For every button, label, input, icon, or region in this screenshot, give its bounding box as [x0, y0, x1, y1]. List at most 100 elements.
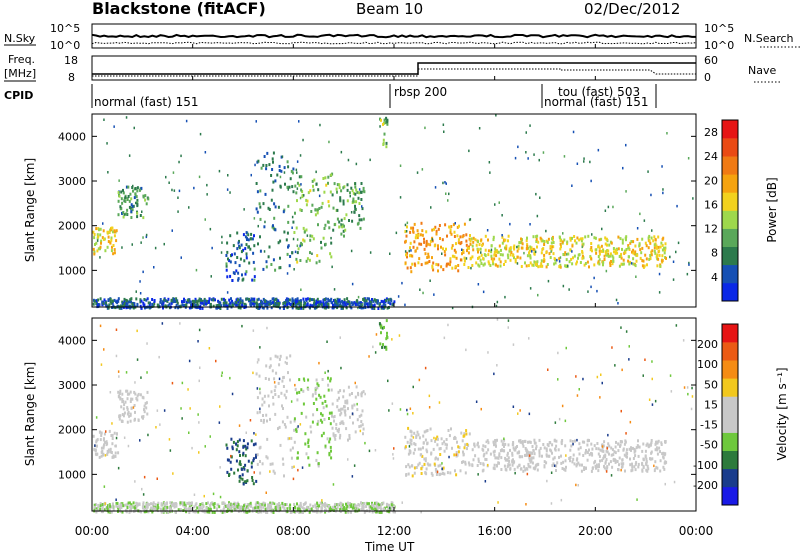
heatmap-cell [527, 464, 530, 468]
heatmap-cell [665, 256, 667, 260]
heatmap-cell [442, 181, 444, 185]
heatmap-cell [552, 457, 555, 461]
heatmap-cell [641, 461, 644, 465]
heatmap-cell [316, 502, 319, 506]
heatmap-cell [428, 394, 431, 398]
heatmap-cell [357, 393, 360, 397]
heatmap-cell [307, 438, 310, 442]
heatmap-cell [96, 438, 99, 442]
heatmap-cell [241, 299, 244, 303]
heatmap-cell [688, 263, 690, 266]
heatmap-cell [494, 247, 497, 251]
heatmap-cell [502, 239, 505, 243]
heatmap-cell [541, 239, 544, 243]
time-x-axis: 00:00 04:00 08:00 12:00 16:00 20:00 00:00 [75, 44, 713, 538]
heatmap-cell [264, 377, 267, 380]
heatmap-cell [572, 442, 574, 446]
heatmap-cell [663, 453, 666, 457]
heatmap-cell [261, 462, 264, 466]
heatmap-cell [363, 299, 366, 303]
heatmap-cell [621, 238, 624, 242]
heatmap-cell [655, 446, 658, 450]
heatmap-cell [444, 442, 447, 446]
heatmap-cell [539, 196, 541, 199]
heatmap-cell [302, 503, 305, 506]
heatmap-cell [434, 439, 437, 443]
heatmap-cell [536, 468, 539, 472]
heatmap-cell [265, 300, 268, 304]
heatmap-cell [234, 507, 237, 511]
heatmap-cell [351, 189, 354, 193]
heatmap-cell [608, 243, 611, 247]
heatmap-cell [220, 304, 223, 308]
heatmap-cell [257, 510, 260, 514]
heatmap-cell [195, 300, 198, 304]
colorbar-swatch [722, 432, 738, 451]
heatmap-cell [471, 255, 474, 259]
heatmap-cell [105, 301, 108, 305]
heatmap-cell [94, 444, 96, 447]
heatmap-cell [593, 263, 596, 267]
heatmap-cell [457, 241, 460, 245]
heatmap-cell [446, 471, 449, 475]
heatmap-cell [526, 246, 528, 250]
heatmap-cell [558, 260, 561, 263]
heatmap-cell [262, 414, 264, 417]
heatmap-cell [143, 475, 146, 479]
heatmap-cell [122, 211, 125, 214]
heatmap-cell [236, 256, 239, 259]
heatmap-cell [430, 206, 432, 209]
heatmap-cell [478, 127, 481, 130]
heatmap-cell [129, 298, 132, 302]
heatmap-cell [683, 386, 686, 389]
heatmap-cell [262, 297, 265, 301]
heatmap-cell [253, 217, 256, 220]
heatmap-cell [291, 171, 294, 175]
heatmap-cell [385, 347, 388, 351]
heatmap-cell [294, 505, 296, 509]
heatmap-cell [611, 346, 613, 349]
heatmap-cell [221, 510, 224, 514]
heatmap-cell [271, 157, 274, 161]
heatmap-cell [265, 455, 268, 459]
heatmap-cell [197, 413, 199, 416]
heatmap-cell [345, 427, 348, 431]
heatmap-cell [466, 447, 468, 451]
heatmap-cell [478, 264, 481, 268]
heatmap-cell [267, 206, 270, 210]
heatmap-cell [417, 433, 420, 437]
heatmap-cell [336, 183, 339, 187]
heatmap-cell [275, 371, 278, 375]
heatmap-cell [546, 241, 549, 244]
heatmap-cell [596, 465, 599, 469]
heatmap-cell [112, 304, 115, 308]
heatmap-cell [288, 185, 291, 189]
heatmap-cell [99, 227, 102, 231]
heatmap-cell [462, 450, 464, 454]
heatmap-cell [119, 506, 122, 509]
heatmap-cell [173, 505, 176, 509]
heatmap-cell [253, 304, 256, 308]
heatmap-cell [215, 306, 218, 310]
heatmap-cell [320, 501, 323, 505]
heatmap-cell [361, 505, 364, 509]
heatmap-cell [364, 392, 366, 396]
heatmap-cell [296, 181, 299, 185]
heatmap-cell [95, 227, 98, 231]
heatmap-cell [130, 210, 133, 214]
heatmap-cell [585, 466, 587, 470]
heatmap-cell [253, 244, 256, 248]
heatmap-cell [362, 508, 365, 512]
heatmap-cell [421, 229, 424, 233]
heatmap-cell [111, 505, 114, 509]
heatmap-cell [649, 257, 652, 260]
heatmap-cell [497, 250, 500, 254]
heatmap-cell [118, 375, 120, 378]
heatmap-cell [235, 303, 238, 307]
noise-tick-right-bottom: 10^0 [704, 39, 734, 52]
heatmap-cell [175, 303, 178, 307]
heatmap-cell [462, 453, 465, 457]
heatmap-cell [348, 219, 350, 222]
heatmap-cell [517, 244, 520, 248]
heatmap-cell [341, 223, 344, 227]
